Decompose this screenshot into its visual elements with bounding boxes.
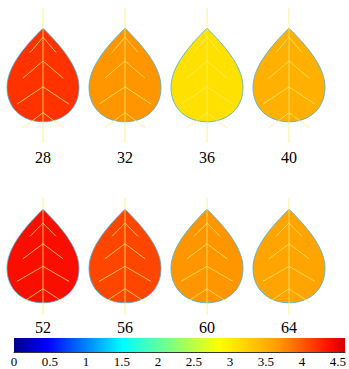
svg-text:3.5: 3.5 bbox=[258, 354, 274, 369]
svg-text:2: 2 bbox=[155, 354, 162, 369]
svg-text:60: 60 bbox=[199, 319, 215, 336]
svg-text:64: 64 bbox=[281, 319, 297, 336]
svg-text:4.5: 4.5 bbox=[330, 354, 346, 369]
svg-text:28: 28 bbox=[35, 149, 51, 166]
svg-text:56: 56 bbox=[117, 319, 133, 336]
svg-text:1: 1 bbox=[83, 354, 90, 369]
svg-text:3: 3 bbox=[227, 354, 234, 369]
svg-text:1.5: 1.5 bbox=[114, 354, 130, 369]
svg-text:4: 4 bbox=[299, 354, 306, 369]
svg-text:32: 32 bbox=[117, 149, 133, 166]
svg-text:0.5: 0.5 bbox=[42, 354, 58, 369]
svg-text:52: 52 bbox=[35, 319, 51, 336]
svg-text:2.5: 2.5 bbox=[186, 354, 202, 369]
svg-text:36: 36 bbox=[199, 149, 215, 166]
svg-text:0: 0 bbox=[11, 354, 18, 369]
svg-text:40: 40 bbox=[281, 149, 297, 166]
